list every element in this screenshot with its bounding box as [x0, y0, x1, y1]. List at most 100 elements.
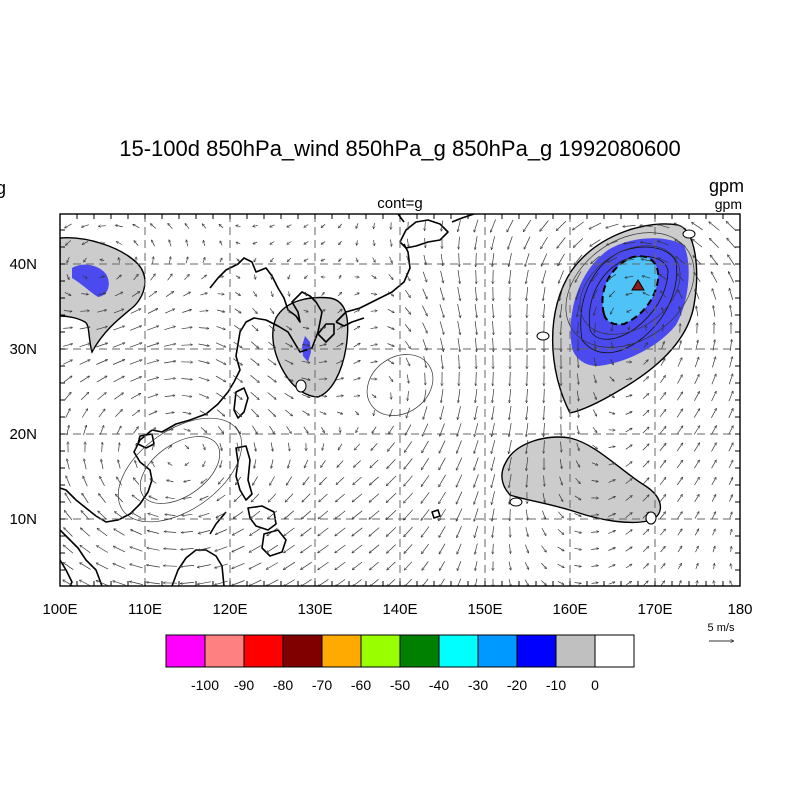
wind-arrow — [254, 274, 255, 280]
shade-west-blue — [72, 264, 109, 297]
wind-arrow — [726, 221, 737, 231]
wind-arrow — [608, 530, 615, 534]
wind-arrow — [218, 276, 223, 278]
wind-arrow — [353, 342, 361, 348]
wind-arrow — [369, 527, 380, 537]
wind-arrow — [692, 239, 703, 248]
wind-arrow — [678, 340, 681, 350]
colorbar-label: -40 — [429, 677, 449, 693]
wind-arrow — [577, 304, 580, 317]
wind-arrow — [406, 407, 411, 418]
wind-arrow — [182, 497, 192, 498]
wind-arrow — [304, 241, 309, 245]
wind-arrow — [249, 579, 262, 586]
wind-arrow — [164, 395, 175, 396]
wind-arrow — [591, 255, 600, 264]
shade-ne-cyan — [601, 255, 660, 326]
wind-arrow — [475, 389, 478, 403]
wind-arrow — [696, 306, 699, 317]
wind-arrow — [150, 274, 156, 281]
wind-arrow — [81, 510, 90, 520]
wind-arrow — [232, 545, 245, 553]
wind-arrow — [198, 530, 211, 533]
wind-arrow — [200, 495, 209, 500]
wind-arrow — [660, 546, 666, 553]
wind-arrow — [217, 494, 226, 501]
wind-arrow — [148, 291, 157, 298]
wind-arrow — [321, 460, 326, 467]
wind-arrow — [254, 459, 257, 468]
wind-arrow — [169, 256, 170, 264]
wind-arrow — [526, 405, 529, 420]
wind-arrow — [642, 393, 649, 399]
latitude-axis-labels: 10N 20N 30N 40N — [9, 256, 37, 528]
wind-arrow — [130, 392, 141, 400]
wind-arrow — [386, 492, 397, 503]
wind-arrow — [697, 580, 698, 586]
wind-arrow — [657, 241, 669, 246]
lat-label: 40N — [9, 256, 37, 273]
wind-arrow — [475, 561, 478, 571]
wind-arrow — [352, 561, 363, 570]
wind-arrow — [387, 343, 395, 347]
wind-arrow — [234, 325, 242, 330]
wind-arrow — [199, 311, 209, 312]
wind-arrow — [526, 286, 529, 301]
wind-arrow — [321, 241, 326, 245]
wind-arrow — [591, 549, 599, 550]
wind-arrow — [608, 496, 615, 500]
wind-arrow — [405, 341, 410, 349]
wind-arrow — [642, 377, 649, 382]
wind-arrow — [577, 390, 578, 402]
wind-arrow — [233, 408, 242, 417]
wind-arrow — [422, 423, 429, 437]
wind-arrow — [714, 563, 715, 569]
wind-arrow — [252, 307, 258, 314]
luzon — [235, 445, 253, 501]
wind-arrow — [270, 257, 274, 262]
wind-arrow — [318, 510, 329, 519]
wind-arrow — [321, 224, 326, 227]
wind-arrow — [151, 444, 154, 451]
wind-arrow — [169, 240, 172, 247]
wind-arrow — [522, 219, 532, 232]
wind-arrow — [574, 565, 581, 566]
wind-arrow — [185, 223, 190, 229]
wind-arrow — [388, 273, 393, 280]
wind-arrow — [236, 242, 241, 244]
wind-arrow — [660, 563, 665, 569]
wind-arrow — [421, 475, 430, 486]
wind-arrow — [236, 225, 241, 226]
wind-arrow — [233, 511, 244, 519]
wind-arrow — [357, 240, 358, 245]
wind-arrow — [475, 236, 478, 250]
wind-arrow — [475, 406, 478, 420]
wind-arrow — [301, 510, 312, 519]
wind-arrow — [578, 356, 579, 368]
wind-arrow — [271, 459, 274, 468]
wind-arrow — [147, 308, 158, 314]
wind-arrow — [595, 340, 596, 349]
wind-arrow — [623, 225, 636, 226]
wind-arrow — [355, 410, 358, 415]
wind-arrow — [198, 328, 209, 329]
wind-arrow — [625, 379, 632, 380]
wind-arrow — [119, 257, 120, 263]
colorbar-swatch — [282, 634, 323, 668]
wind-arrow — [269, 307, 274, 314]
wind-arrow — [288, 459, 291, 469]
wind-arrow — [404, 544, 413, 553]
wind-arrow — [509, 388, 512, 403]
wind-arrow — [731, 563, 732, 569]
wind-arrow — [608, 548, 615, 551]
wind-arrow — [676, 460, 683, 469]
wind-arrow — [493, 303, 494, 318]
wind-arrow — [458, 220, 461, 232]
wind-arrow — [96, 343, 108, 348]
wind-arrow — [129, 360, 142, 365]
wind-arrow — [63, 376, 72, 383]
wind-arrow — [217, 294, 225, 295]
wind-arrow — [97, 310, 107, 313]
wind-arrow — [337, 443, 343, 450]
wind-arrow — [694, 391, 700, 401]
